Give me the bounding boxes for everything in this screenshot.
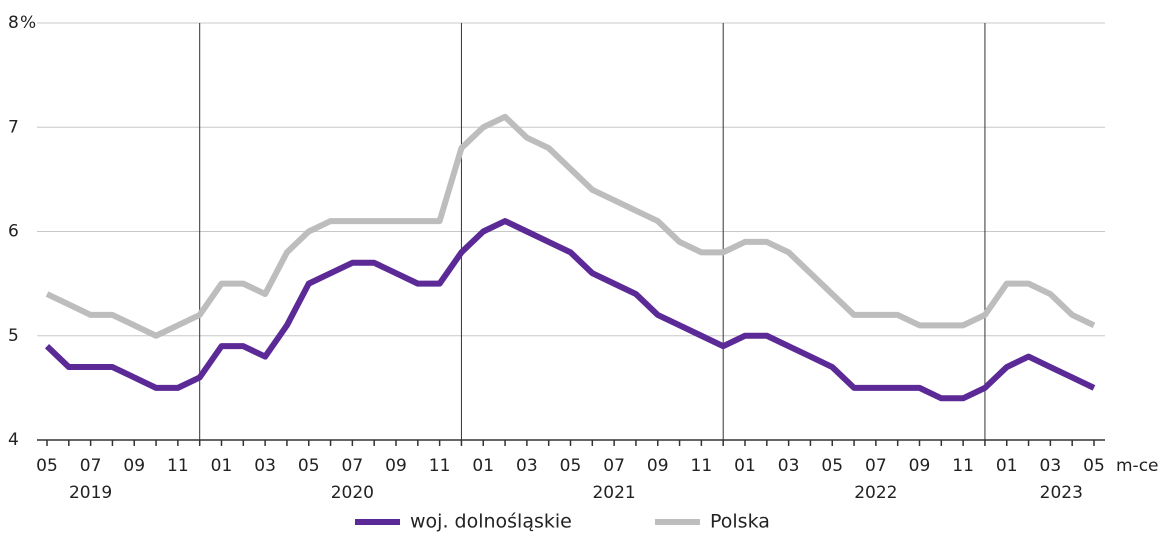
x-tick-label: 03 xyxy=(778,456,800,476)
x-tick-label: 01 xyxy=(734,456,756,476)
x-tick-label: 05 xyxy=(1083,456,1105,476)
x-tick-label: 09 xyxy=(909,456,931,476)
year-label: 2020 xyxy=(331,483,374,503)
series-line xyxy=(44,218,1096,402)
legend-label: Polska xyxy=(710,511,770,533)
legend-label: woj. dolnośląskie xyxy=(410,511,572,533)
x-tick-label: 05 xyxy=(560,456,582,476)
x-tick-label: 09 xyxy=(385,456,407,476)
x-tick-label: 03 xyxy=(516,456,538,476)
x-tick-label: 03 xyxy=(1040,456,1062,476)
y-tick-label: 7 xyxy=(8,117,19,137)
y-tick-label: 8 xyxy=(8,13,19,33)
x-tick-label: 09 xyxy=(647,456,669,476)
x-tick-label: 01 xyxy=(996,456,1018,476)
x-tick-label: 05 xyxy=(36,456,58,476)
x-tick-label: 01 xyxy=(211,456,233,476)
year-label: 2023 xyxy=(1040,483,1083,503)
year-label: 2021 xyxy=(592,483,635,503)
x-tick-label: 11 xyxy=(952,456,974,476)
x-tick-label: 07 xyxy=(865,456,887,476)
series-line xyxy=(45,113,1096,339)
x-tick-label: 05 xyxy=(298,456,320,476)
x-tick-label: 03 xyxy=(254,456,276,476)
y-unit: % xyxy=(20,13,36,33)
x-tick-label: 11 xyxy=(167,456,189,476)
x-tick-label: 07 xyxy=(342,456,364,476)
y-tick-label: 5 xyxy=(8,326,19,346)
year-label: 2022 xyxy=(854,483,897,503)
y-tick-label: 4 xyxy=(8,430,19,450)
year-label: 2019 xyxy=(69,483,112,503)
x-tick-label: 11 xyxy=(429,456,451,476)
x-axis-label: m-ce xyxy=(1116,456,1159,476)
x-tick-label: 07 xyxy=(80,456,102,476)
x-tick-label: 09 xyxy=(123,456,145,476)
x-tick-label: 05 xyxy=(821,456,843,476)
y-tick-label: 6 xyxy=(8,222,19,242)
x-tick-label: 01 xyxy=(472,456,494,476)
x-tick-label: 11 xyxy=(691,456,713,476)
x-tick-label: 07 xyxy=(603,456,625,476)
